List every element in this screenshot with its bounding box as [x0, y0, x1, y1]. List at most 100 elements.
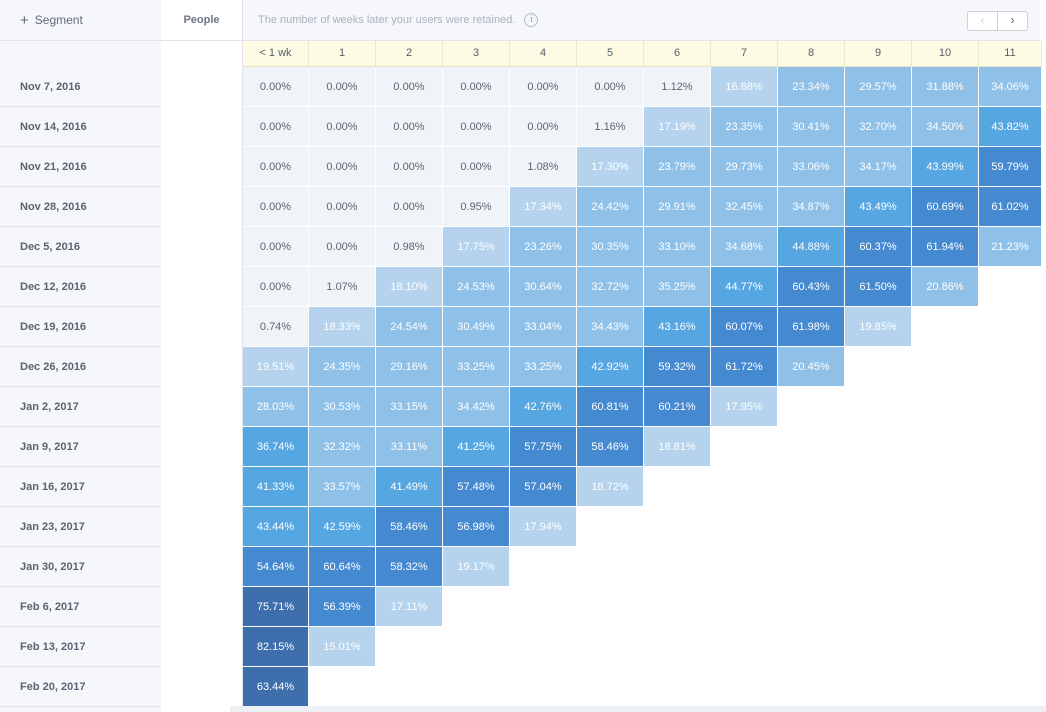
- retention-cell[interactable]: 61.50%: [845, 267, 912, 307]
- retention-cell[interactable]: 42.76%: [510, 387, 577, 427]
- retention-cell[interactable]: 0.00%: [309, 187, 376, 227]
- retention-cell[interactable]: 30.49%: [443, 307, 510, 347]
- retention-cell[interactable]: 24.54%: [376, 307, 443, 347]
- retention-cell[interactable]: 63.44%: [243, 667, 309, 707]
- retention-cell[interactable]: 16.88%: [711, 67, 778, 107]
- cohort-date[interactable]: Dec 5, 2016: [0, 227, 161, 267]
- retention-cell[interactable]: 20.45%: [778, 347, 845, 387]
- retention-cell[interactable]: 56.39%: [309, 587, 376, 627]
- retention-cell[interactable]: 15.01%: [309, 627, 376, 667]
- retention-cell[interactable]: 23.34%: [778, 67, 845, 107]
- horizontal-scrollbar[interactable]: [230, 706, 1046, 712]
- retention-cell[interactable]: 34.17%: [845, 147, 912, 187]
- retention-cell[interactable]: 17.11%: [376, 587, 443, 627]
- retention-cell[interactable]: 0.00%: [309, 147, 376, 187]
- retention-cell[interactable]: 34.42%: [443, 387, 510, 427]
- retention-cell[interactable]: 1.07%: [309, 267, 376, 307]
- retention-cell[interactable]: 0.00%: [510, 107, 577, 147]
- retention-cell[interactable]: 44.77%: [711, 267, 778, 307]
- retention-cell[interactable]: 1.08%: [510, 147, 577, 187]
- retention-cell[interactable]: 0.00%: [376, 67, 443, 107]
- retention-cell[interactable]: 31.88%: [912, 67, 979, 107]
- retention-cell[interactable]: 0.95%: [443, 187, 510, 227]
- cohort-date[interactable]: Dec 19, 2016: [0, 307, 161, 347]
- retention-cell[interactable]: 36.74%: [243, 427, 309, 467]
- retention-cell[interactable]: 42.59%: [309, 507, 376, 547]
- retention-cell[interactable]: 0.00%: [376, 187, 443, 227]
- retention-cell[interactable]: 20.86%: [912, 267, 979, 307]
- cohort-date[interactable]: Nov 14, 2016: [0, 107, 161, 147]
- cohort-date[interactable]: Jan 9, 2017: [0, 427, 161, 467]
- retention-cell[interactable]: 0.00%: [443, 67, 510, 107]
- retention-cell[interactable]: 0.00%: [243, 67, 309, 107]
- retention-cell[interactable]: 0.98%: [376, 227, 443, 267]
- retention-cell[interactable]: 33.06%: [778, 147, 845, 187]
- retention-cell[interactable]: 1.12%: [644, 67, 711, 107]
- retention-cell[interactable]: 0.00%: [309, 227, 376, 267]
- retention-cell[interactable]: 24.35%: [309, 347, 376, 387]
- retention-cell[interactable]: 33.57%: [309, 467, 376, 507]
- retention-cell[interactable]: 0.00%: [376, 147, 443, 187]
- retention-cell[interactable]: 61.94%: [912, 227, 979, 267]
- retention-cell[interactable]: 0.00%: [243, 187, 309, 227]
- retention-cell[interactable]: 18.33%: [309, 307, 376, 347]
- retention-cell[interactable]: 18.10%: [376, 267, 443, 307]
- retention-cell[interactable]: 0.00%: [243, 107, 309, 147]
- retention-cell[interactable]: 30.35%: [577, 227, 644, 267]
- retention-cell[interactable]: 29.73%: [711, 147, 778, 187]
- add-segment-button[interactable]: + Segment: [0, 0, 161, 41]
- retention-cell[interactable]: 61.98%: [778, 307, 845, 347]
- retention-cell[interactable]: 34.87%: [778, 187, 845, 227]
- retention-cell[interactable]: 17.34%: [510, 187, 577, 227]
- cohort-date[interactable]: Jan 23, 2017: [0, 507, 161, 547]
- retention-cell[interactable]: 41.33%: [243, 467, 309, 507]
- retention-cell[interactable]: 0.00%: [376, 107, 443, 147]
- retention-cell[interactable]: 19.51%: [243, 347, 309, 387]
- retention-cell[interactable]: 17.19%: [644, 107, 711, 147]
- retention-cell[interactable]: 43.82%: [979, 107, 1042, 147]
- cohort-date[interactable]: Jan 2, 2017: [0, 387, 161, 427]
- retention-cell[interactable]: 60.81%: [577, 387, 644, 427]
- retention-cell[interactable]: 75.71%: [243, 587, 309, 627]
- cohort-date[interactable]: Feb 13, 2017: [0, 627, 161, 667]
- retention-cell[interactable]: 19.17%: [443, 547, 510, 587]
- retention-cell[interactable]: 23.26%: [510, 227, 577, 267]
- retention-cell[interactable]: 17.75%: [443, 227, 510, 267]
- cohort-date[interactable]: Feb 6, 2017: [0, 587, 161, 627]
- retention-cell[interactable]: 17.94%: [510, 507, 577, 547]
- cohort-date[interactable]: Feb 20, 2017: [0, 667, 161, 707]
- retention-cell[interactable]: 61.72%: [711, 347, 778, 387]
- retention-cell[interactable]: 60.37%: [845, 227, 912, 267]
- retention-cell[interactable]: 28.03%: [243, 387, 309, 427]
- retention-cell[interactable]: 0.00%: [309, 107, 376, 147]
- retention-cell[interactable]: 43.49%: [845, 187, 912, 227]
- retention-cell[interactable]: 34.68%: [711, 227, 778, 267]
- retention-cell[interactable]: 0.00%: [510, 67, 577, 107]
- retention-cell[interactable]: 43.99%: [912, 147, 979, 187]
- retention-cell[interactable]: 33.15%: [376, 387, 443, 427]
- retention-cell[interactable]: 19.85%: [845, 307, 912, 347]
- retention-cell[interactable]: 41.25%: [443, 427, 510, 467]
- retention-cell[interactable]: 0.00%: [309, 67, 376, 107]
- retention-cell[interactable]: 33.04%: [510, 307, 577, 347]
- retention-cell[interactable]: 58.46%: [376, 507, 443, 547]
- retention-cell[interactable]: 0.00%: [243, 267, 309, 307]
- retention-cell[interactable]: 60.21%: [644, 387, 711, 427]
- retention-cell[interactable]: 57.48%: [443, 467, 510, 507]
- retention-cell[interactable]: 43.44%: [243, 507, 309, 547]
- retention-cell[interactable]: 32.70%: [845, 107, 912, 147]
- retention-cell[interactable]: 18.81%: [644, 427, 711, 467]
- retention-cell[interactable]: 32.45%: [711, 187, 778, 227]
- retention-cell[interactable]: 24.53%: [443, 267, 510, 307]
- retention-cell[interactable]: 61.02%: [979, 187, 1042, 227]
- retention-cell[interactable]: 0.00%: [443, 107, 510, 147]
- retention-cell[interactable]: 32.32%: [309, 427, 376, 467]
- retention-cell[interactable]: 43.16%: [644, 307, 711, 347]
- retention-cell[interactable]: 0.00%: [577, 67, 644, 107]
- retention-cell[interactable]: 23.79%: [644, 147, 711, 187]
- retention-cell[interactable]: 29.16%: [376, 347, 443, 387]
- retention-cell[interactable]: 59.79%: [979, 147, 1042, 187]
- retention-cell[interactable]: 58.32%: [376, 547, 443, 587]
- retention-cell[interactable]: 33.10%: [644, 227, 711, 267]
- chevron-right-icon[interactable]: ›: [997, 12, 1027, 30]
